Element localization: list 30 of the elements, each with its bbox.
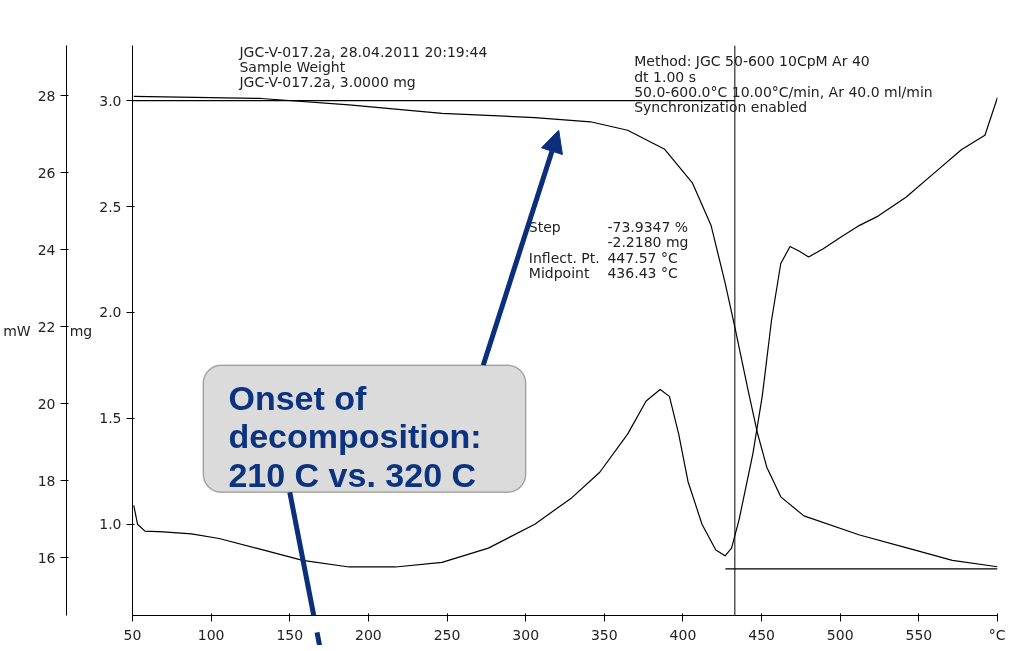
y-tick-label: 24 [37,241,56,258]
y-tick-label: 22 [37,318,56,335]
x-tick-label: 100 [197,626,225,643]
x-tick-label: 150 [276,626,304,643]
annotation: JGC-V-017.2a, 28.04.2011 20:19:44 Sample Weight JGC-V-017.2a, 3.0000 mg [238,43,488,91]
x-tick-label: 200 [355,626,382,643]
y-axis-title: mW [3,322,31,339]
x-tick-label: 50 [123,626,142,643]
y2-tick-label: 1.0 [99,516,122,533]
x-tick-label: 500 [826,626,854,643]
y2-tick-label: 1.5 [99,410,122,427]
x-tick-label: °C [988,626,1006,643]
y-tick-label: 20 [37,395,56,412]
x-tick-label: 350 [590,626,618,643]
x-tick-label: 400 [669,626,697,643]
annotation: -73.9347 % -2.2180 mg 447.57 °C 436.43 °C [607,218,689,282]
y2-tick-label: 3.0 [99,92,122,109]
y-tick-label: 18 [37,472,56,489]
y-tick-label: 26 [37,164,56,181]
x-tick-label: 450 [748,626,775,643]
y-tick-label: 28 [37,87,56,104]
y2-axis-title: mg [69,322,93,339]
x-tick-label: 250 [433,626,461,643]
y2-tick-label: 2.5 [99,198,122,215]
y2-tick-label: 2.0 [99,304,122,321]
y-tick-label: 16 [37,549,56,566]
x-tick-label: 300 [512,626,540,643]
annotation: Step Inflect. Pt. Midpoint [528,218,600,282]
x-tick-label: 550 [905,626,933,643]
annotation: Onset of decomposition: 210 C vs. 320 C [228,378,482,494]
